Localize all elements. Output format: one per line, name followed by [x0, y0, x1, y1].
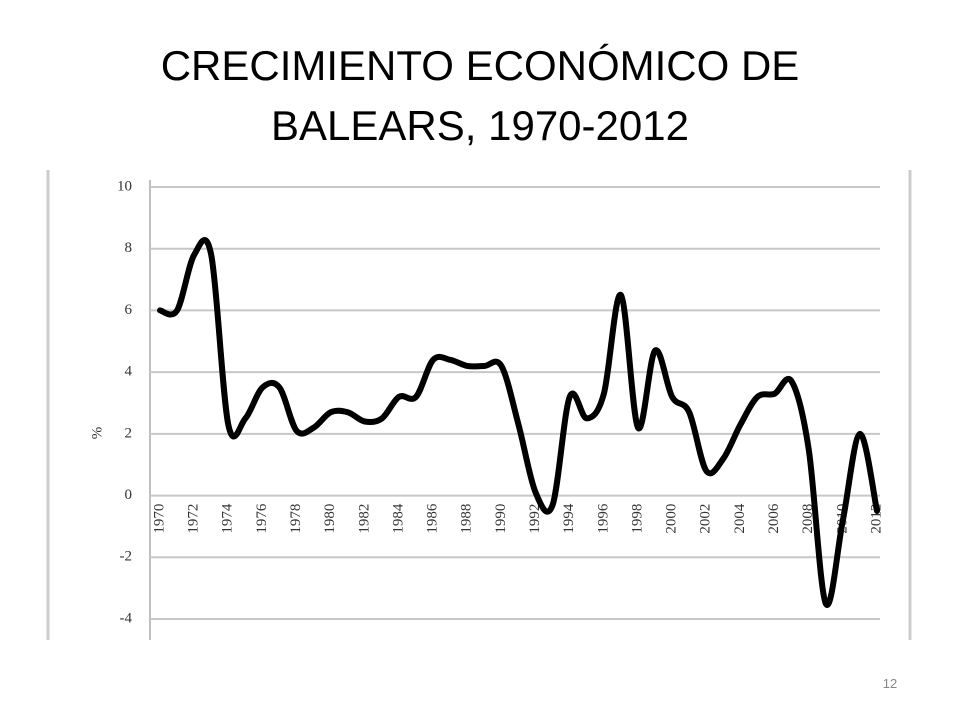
x-tick-label: 1980 [322, 504, 338, 534]
y-tick-label: 0 [125, 487, 133, 503]
x-tick-label: 1976 [254, 503, 270, 533]
data-line [157, 237, 880, 608]
x-tick-label: 2002 [698, 504, 714, 534]
y-axis-label: % [89, 427, 105, 440]
x-tick-label: 1998 [629, 504, 645, 534]
x-tick-label: 1978 [288, 504, 304, 534]
x-tick-label: 1988 [459, 504, 475, 534]
x-tick-label: 1984 [390, 503, 406, 533]
x-tick-label: 2000 [664, 504, 680, 534]
y-tick-label: 10 [117, 178, 132, 194]
x-tick-label: 1986 [425, 503, 441, 533]
x-tick-label: 2006 [766, 503, 782, 533]
x-tick-label: 1992 [527, 504, 543, 534]
y-tick-label: 4 [125, 364, 133, 380]
x-tick-label: 2012 [868, 504, 884, 534]
x-tick-label: 1974 [220, 503, 236, 534]
y-tick-label: -4 [120, 610, 133, 626]
y-tick-label: -2 [120, 549, 133, 565]
page-number: 12 [882, 676, 898, 691]
x-tick-label: 1972 [186, 504, 202, 534]
x-tick-label: 2004 [732, 503, 748, 533]
x-tick-label: 1990 [493, 504, 509, 534]
y-tick-label: 6 [125, 302, 133, 318]
x-tick-label: 1982 [356, 504, 372, 534]
x-tick-label: 1970 [151, 504, 167, 534]
y-tick-label: 2 [125, 425, 133, 441]
x-tick-label: 1996 [595, 503, 611, 533]
y-tick-label: 8 [125, 240, 133, 256]
x-tick-label: 1994 [561, 503, 577, 533]
chart-title: CRECIMIENTO ECONÓMICO DE BALEARS, 1970-2… [160, 42, 800, 149]
